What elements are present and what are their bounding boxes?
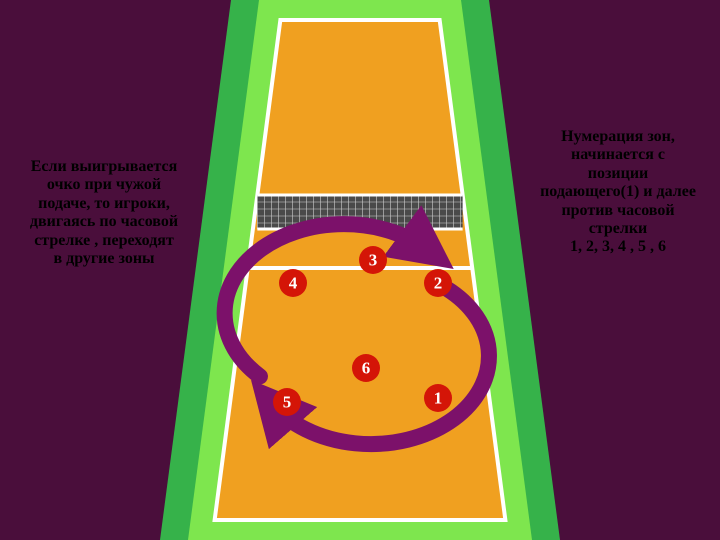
zone-label-4: 4 xyxy=(289,274,298,293)
left-caption: Если выигрываетсяочко при чужойподаче, т… xyxy=(8,158,200,268)
diagram-root: 1 2 3 4 5 6 Если выигрываетсяочко при чужойпо… xyxy=(0,0,720,540)
zone-label-1: 1 xyxy=(434,389,443,408)
zone-label-6: 6 xyxy=(362,359,371,378)
zone-label-5: 5 xyxy=(283,393,292,412)
zone-label-2: 2 xyxy=(434,274,443,293)
court-svg: 1 2 3 4 5 6 xyxy=(0,0,720,540)
zone-label-3: 3 xyxy=(369,251,378,270)
right-caption: Нумерация зон,начинается спозицииподающе… xyxy=(518,128,718,257)
